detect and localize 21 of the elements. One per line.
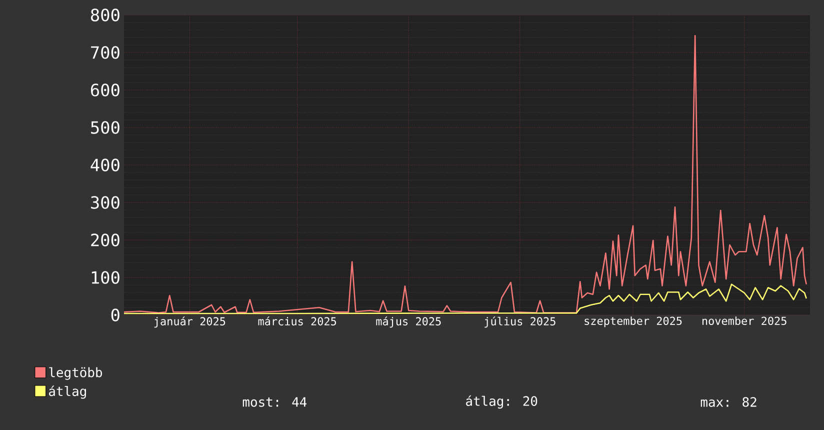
legend-label: legtöbb xyxy=(49,367,102,380)
legend-label: átlag xyxy=(49,386,86,399)
text: max: 82 xyxy=(700,397,756,407)
text: átlag: 20 xyxy=(466,395,538,409)
y-tick-label: 400 xyxy=(90,158,120,172)
y-tick-label: 800 xyxy=(90,8,120,22)
y-tick-label: 200 xyxy=(91,234,120,246)
x-tick-label: szeptember 2025 xyxy=(584,316,682,328)
y-tick-label: 600 xyxy=(90,84,120,96)
x-tick-label: július 2025 xyxy=(484,316,556,328)
x-tick-label: január 2025 xyxy=(154,316,226,328)
y-tick-label: 700 xyxy=(91,46,120,59)
x-tick-label: november 2025 xyxy=(702,316,786,325)
y-tick-label: 100 xyxy=(92,271,120,284)
y-tick-label: 0 xyxy=(111,308,120,322)
x-tick-label: március 2025 xyxy=(258,316,336,326)
y-tick-label: 300 xyxy=(91,196,120,209)
y-tick-label: 500 xyxy=(91,121,120,134)
line-series xyxy=(124,284,808,314)
x-tick-label: május 2025 xyxy=(376,316,441,328)
text: most: 44 xyxy=(242,397,307,407)
